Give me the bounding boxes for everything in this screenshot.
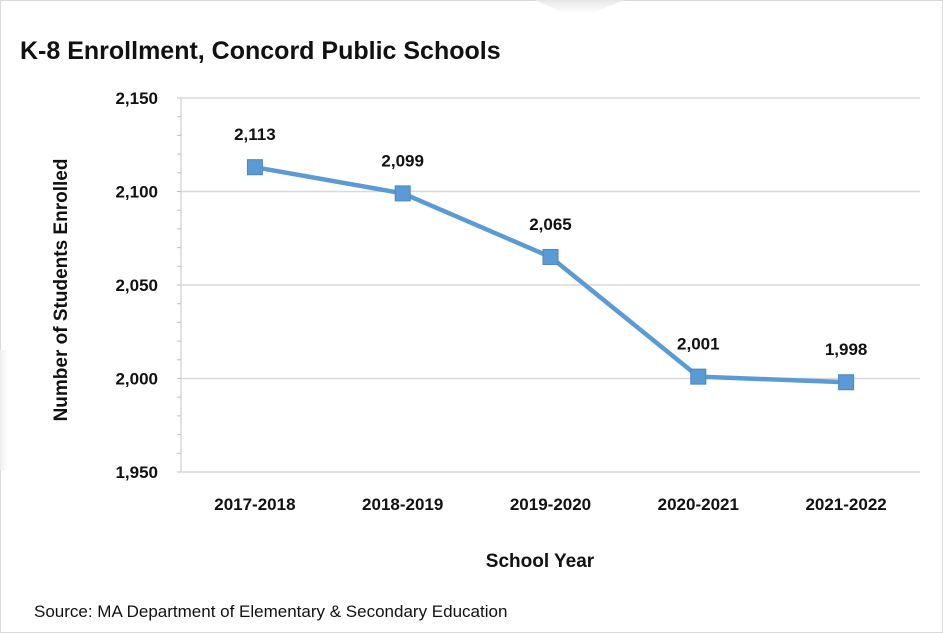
- data-point-marker: [394, 185, 411, 202]
- data-point-marker: [838, 374, 855, 391]
- source-note: Source: MA Department of Elementary & Se…: [34, 602, 507, 621]
- data-label: 2,113: [234, 125, 276, 144]
- x-tick-label: 2021-2022: [805, 495, 886, 514]
- x-axis-title: School Year: [486, 551, 595, 572]
- y-axis-title: Number of Students Enrolled: [51, 159, 72, 422]
- data-label: 2,099: [381, 151, 424, 170]
- left-shadow-decoration: [0, 350, 8, 470]
- data-label: 2,001: [677, 335, 720, 354]
- axes: [177, 97, 920, 473]
- series-line: [252, 164, 849, 385]
- x-tick-label: 2019-2020: [510, 495, 591, 514]
- y-tick-label: 2,000: [115, 370, 158, 389]
- data-point-marker: [542, 248, 559, 265]
- data-point-marker: [690, 368, 707, 385]
- x-tick-label: 2017-2018: [214, 495, 295, 514]
- x-tick-labels: 2017-2018 2018-2019 2019-2020 2020-2021 2021…: [214, 495, 887, 514]
- y-tick-labels: 2,150 2,100 2,050 2,000 1,950: [115, 89, 158, 482]
- series-markers: [246, 159, 855, 391]
- data-point-marker: [246, 159, 263, 176]
- y-tick-label: 1,950: [115, 463, 158, 482]
- x-tick-label: 2018-2019: [362, 495, 443, 514]
- y-tick-label: 2,150: [115, 89, 158, 108]
- series-line-path: [252, 164, 849, 385]
- chart-title: K-8 Enrollment, Concord Public Schools: [20, 37, 501, 65]
- x-tick-label: 2020-2021: [658, 495, 739, 514]
- data-label: 2,065: [529, 215, 572, 234]
- gridlines: [181, 97, 920, 380]
- y-tick-label: 2,100: [115, 183, 158, 202]
- data-label: 1,998: [825, 340, 868, 359]
- data-labels: 2,113 2,099 2,065 2,001 1,998: [234, 125, 867, 359]
- y-tick-label: 2,050: [115, 276, 158, 295]
